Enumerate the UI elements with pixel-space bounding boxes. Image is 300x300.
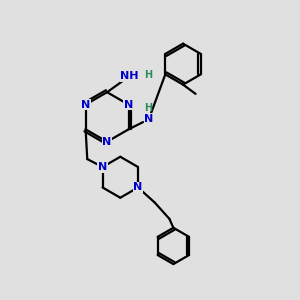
Text: H: H bbox=[145, 70, 153, 80]
Text: N: N bbox=[144, 114, 154, 124]
Text: H: H bbox=[144, 103, 152, 113]
Text: NH: NH bbox=[120, 71, 139, 81]
Text: N: N bbox=[102, 137, 112, 147]
Text: N: N bbox=[81, 100, 90, 110]
Text: N: N bbox=[134, 182, 143, 193]
Text: N: N bbox=[98, 162, 107, 172]
Text: N: N bbox=[124, 100, 133, 110]
